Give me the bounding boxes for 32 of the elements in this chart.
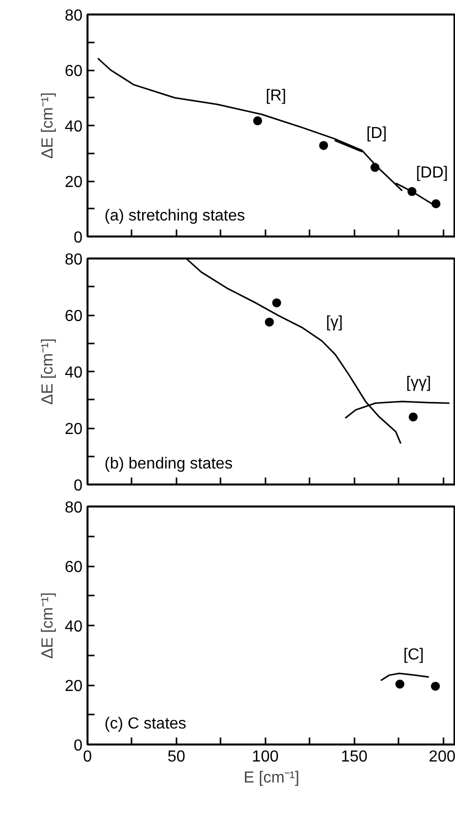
y-tick-label: 0: [74, 738, 83, 754]
y-tick-label: 20: [64, 174, 83, 191]
annotation: (c) C states: [104, 716, 186, 732]
annotation: (b) bending states: [104, 456, 233, 472]
y-tick-label: 20: [64, 421, 83, 438]
y-axis-title: ΔE [cm⁻¹]: [40, 92, 57, 159]
series-label: [γ]: [326, 314, 343, 331]
y-tick-label: 60: [64, 308, 83, 325]
y-tick-label: 40: [64, 618, 83, 636]
y-tick-label: 0: [74, 478, 83, 494]
series-label: [γγ]: [406, 374, 432, 392]
x-tick-label: 150: [340, 748, 368, 766]
y-tick-label: 80: [64, 252, 83, 268]
x-tick-label: 200: [428, 748, 455, 766]
series-label: [C]: [403, 646, 424, 664]
y-tick-label: 60: [64, 559, 83, 576]
y-axis-title: ΔE [cm⁻¹]: [40, 338, 57, 405]
y-tick-label: 0: [74, 230, 83, 246]
series-label: [DD]: [416, 164, 448, 182]
y-tick-label: 20: [64, 678, 83, 695]
annotation: (a) stretching states: [104, 208, 245, 224]
series-label: [R]: [266, 87, 286, 104]
y-tick-label: 60: [64, 63, 83, 80]
y-tick-label: 40: [64, 364, 83, 382]
y-tick-label: 80: [64, 500, 83, 516]
x-tick-label: 100: [252, 748, 279, 766]
y-axis-title: ΔE [cm⁻¹]: [40, 592, 57, 659]
x-axis-title: E [cm⁻¹]: [244, 770, 300, 786]
x-tick-label: 50: [167, 748, 186, 766]
y-tick-label: 40: [64, 118, 83, 136]
series-label: [D]: [366, 124, 387, 142]
y-tick-label: 80: [64, 8, 83, 24]
